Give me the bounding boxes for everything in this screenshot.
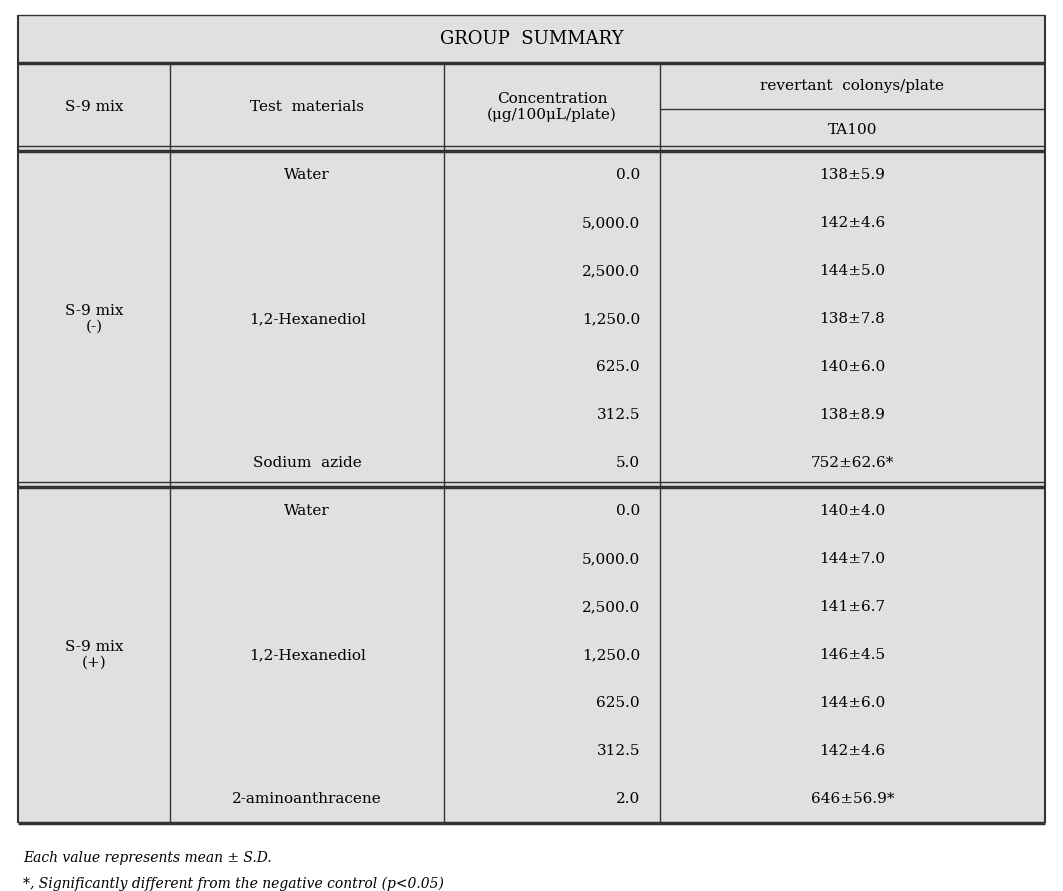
Text: S-9 mix: S-9 mix <box>65 100 123 114</box>
Text: 138±8.9: 138±8.9 <box>820 408 885 422</box>
Text: 1,2-Hexanediol: 1,2-Hexanediol <box>249 648 366 662</box>
Text: 2,500.0: 2,500.0 <box>581 600 640 614</box>
Text: revertant  colonys/plate: revertant colonys/plate <box>760 79 944 93</box>
Text: 138±7.8: 138±7.8 <box>820 312 885 326</box>
Text: 2.0: 2.0 <box>615 792 640 806</box>
Text: 144±7.0: 144±7.0 <box>820 552 885 566</box>
Text: 625.0: 625.0 <box>596 696 640 710</box>
Text: Water: Water <box>284 168 330 182</box>
Text: 142±4.6: 142±4.6 <box>820 216 885 230</box>
Text: 144±6.0: 144±6.0 <box>820 696 885 710</box>
Text: Water: Water <box>284 504 330 518</box>
Text: 142±4.6: 142±4.6 <box>820 744 885 758</box>
Text: Concentration
(μg/100μL/plate): Concentration (μg/100μL/plate) <box>487 92 617 122</box>
Text: 752±62.6*: 752±62.6* <box>811 456 894 470</box>
Text: 141±6.7: 141±6.7 <box>820 600 885 614</box>
Text: 1,250.0: 1,250.0 <box>581 312 640 326</box>
Text: 5,000.0: 5,000.0 <box>581 216 640 230</box>
Text: 5.0: 5.0 <box>615 456 640 470</box>
Text: 1,2-Hexanediol: 1,2-Hexanediol <box>249 312 366 326</box>
Text: S-9 mix
(-): S-9 mix (-) <box>65 304 123 334</box>
Text: *, Significantly different from the negative control (p<0.05): *, Significantly different from the nega… <box>23 877 444 891</box>
Text: S-9 mix
(+): S-9 mix (+) <box>65 640 123 670</box>
Text: 646±56.9*: 646±56.9* <box>811 792 894 806</box>
Text: 0.0: 0.0 <box>615 504 640 518</box>
Text: 2,500.0: 2,500.0 <box>581 264 640 278</box>
Text: 5,000.0: 5,000.0 <box>581 552 640 566</box>
Text: 140±4.0: 140±4.0 <box>820 504 885 518</box>
Text: 625.0: 625.0 <box>596 360 640 374</box>
Text: 1,250.0: 1,250.0 <box>581 648 640 662</box>
Text: 0.0: 0.0 <box>615 168 640 182</box>
Text: Test  materials: Test materials <box>250 100 365 114</box>
Text: 312.5: 312.5 <box>596 744 640 758</box>
Text: 140±6.0: 140±6.0 <box>820 360 885 374</box>
Text: 146±4.5: 146±4.5 <box>820 648 885 662</box>
Text: 312.5: 312.5 <box>596 408 640 422</box>
Text: Each value represents mean ± S.D.: Each value represents mean ± S.D. <box>23 851 272 865</box>
Text: 2-aminoanthracene: 2-aminoanthracene <box>232 792 382 806</box>
Text: TA100: TA100 <box>828 123 877 137</box>
Text: GROUP  SUMMARY: GROUP SUMMARY <box>440 30 623 48</box>
Text: 144±5.0: 144±5.0 <box>820 264 885 278</box>
Text: Sodium  azide: Sodium azide <box>253 456 361 470</box>
Text: 138±5.9: 138±5.9 <box>820 168 885 182</box>
